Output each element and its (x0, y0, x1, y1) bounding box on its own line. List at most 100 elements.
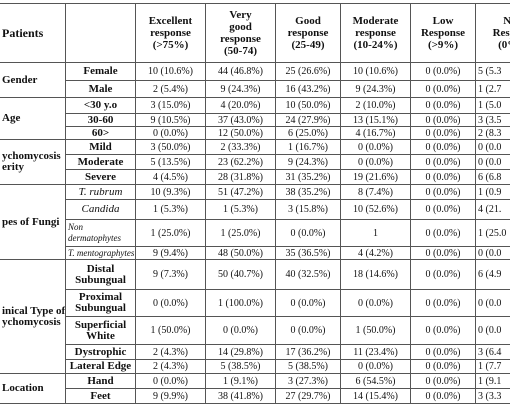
data-cell: 9 (9.4%) (135, 246, 206, 260)
data-cell: 17 (36.2%) (275, 344, 341, 360)
cell-line: Feet (90, 389, 111, 402)
cell-line: Superficial (74, 318, 127, 331)
cell-line: Age (2, 112, 21, 124)
data-cell: 1 (5.3%) (205, 199, 276, 220)
data-cell: 0 (0.0%) (410, 169, 476, 185)
cell-line: inical Type of (2, 304, 66, 317)
cell-line: (10-24%) (353, 39, 398, 51)
data-cell: 37 (43.0%) (205, 113, 276, 127)
table-row: Age <30 y.o 3 (15.0%) 4 (20.0%) 10 (50.0%) 2 … (0, 97, 510, 140)
header-cell: Moderate response (10-24%) (340, 3, 411, 63)
row-label: Distal Subungual (65, 259, 136, 290)
cell-line: Severe (85, 170, 116, 183)
table-row: Male 2 (5.4%) 9 (24.3%) 16 (43.2%) 9 (24.3%)… (0, 80, 510, 98)
row-label: T. mentographytes (65, 246, 136, 260)
cell-line: Good (295, 15, 321, 27)
data-cell: 1 (50.0%) (340, 316, 411, 345)
data-cell: 9 (7.3%) (135, 259, 206, 290)
cell-line: T. mentographytes (68, 247, 135, 258)
row-label: Moderate (65, 154, 136, 170)
row-label: Female (65, 62, 136, 81)
row-label: Proximal Subungual (65, 289, 136, 317)
data-cell: 0 (0.0 (475, 246, 510, 260)
cell-line: response (287, 27, 329, 39)
cell-line: T. rubrum (78, 185, 123, 198)
cell-line: dermatophytes (68, 233, 121, 243)
data-cell: 10 (10.6%) (135, 62, 206, 81)
row-label: Candida (65, 199, 136, 220)
data-cell: 0 (0.0%) (410, 359, 476, 374)
cell-line: Male (88, 82, 113, 95)
cell-line: Non (68, 222, 84, 232)
data-cell: 1 (7.7 (475, 359, 510, 374)
data-cell: 19 (21.6%) (340, 169, 411, 185)
table-row: Dystrophic 2 (4.3%) 14 (29.8%) 17 (36.2%) 11… (0, 344, 510, 360)
cell-line: Proximal (78, 291, 123, 303)
cell-line: Subungual (75, 302, 126, 314)
data-cell: 4 (4.2%) (340, 246, 411, 260)
data-cell: 16 (43.2%) (275, 80, 341, 98)
data-cell: 11 (23.4%) (340, 344, 411, 360)
data-cell: 4 (21. (475, 199, 510, 220)
group-label: inical Type of ychomycosis (0, 259, 66, 374)
data-cell: 2 (4.3%) (135, 344, 206, 360)
table-row: Superficial White 1 (50.0%) 0 (0.0%) 0 (0.0%… (0, 316, 510, 345)
cell-line: Subungual (75, 273, 126, 286)
data-cell: 0 (0.0%) (410, 62, 476, 81)
row-label: T. rubrum (65, 184, 136, 200)
table-row: Severe 4 (4.5%) 28 (31.8%) 31 (35.2%) 19 (21… (0, 169, 510, 185)
data-cell: 0 (0.0%) (340, 289, 411, 317)
data-cell: 0 (0.0%) (410, 139, 476, 155)
data-cell: 5 (13.5%) (135, 154, 206, 170)
cell-line: response (355, 27, 396, 39)
cell-line: Dystrophic (74, 345, 127, 358)
results-table: Patients Excellent response (>75%) Very good… (0, 3, 510, 404)
cell-line: No (478, 15, 510, 27)
table-body: Gender Female 10 (10.6%) 44 (46.8%) 25 (26.6… (0, 62, 510, 404)
cell-line: (>75%) (152, 39, 189, 51)
header-cell: Excellent response (>75%) (135, 3, 206, 63)
data-cell: 4 (4.5%) (135, 169, 206, 185)
table-row: Location Hand 0 (0.0%) 1 (9.1%) 3 (27.3%) 6 (… (0, 373, 510, 404)
cell-line: 60> (91, 126, 110, 139)
data-cell: 3 (3.5 (475, 113, 510, 127)
data-cell: 0 (0.0%) (205, 316, 276, 345)
cell-line: White (86, 329, 115, 342)
table-row: Non dermatophytes 1 (25.0%) 1 (25.0%) 0 (0.0… (0, 219, 510, 247)
header-cell (65, 3, 136, 63)
data-cell: 0 (0.0%) (275, 316, 341, 345)
table-row: pes of Fungi T. rubrum 10 (9.3%) 51 (47.2%)… (0, 184, 510, 260)
data-cell: 23 (62.2%) (205, 154, 276, 170)
data-cell: 13 (15.1%) (340, 113, 411, 127)
data-cell: 12 (50.0%) (205, 126, 276, 140)
header-row: Patients Excellent response (>75%) Very good… (0, 3, 510, 63)
data-cell: 0 (0.0%) (410, 97, 476, 114)
cell-line: Very (229, 9, 252, 21)
cell-line: Hand (87, 374, 114, 387)
data-cell: 2 (5.4%) (135, 80, 206, 98)
data-cell: 40 (32.5%) (275, 259, 341, 290)
data-cell: 0 (0.0%) (275, 289, 341, 317)
cell-line: Lateral Edge (69, 360, 132, 372)
table-row: Proximal Subungual 0 (0.0%) 1 (100.0%) 0 (0.… (0, 289, 510, 317)
cell-line: Moderate (352, 15, 399, 27)
data-cell: 1 (9.1 (475, 373, 510, 389)
data-cell: 1 (5.0 (475, 97, 510, 114)
cell-line: ychomycosis (2, 315, 61, 328)
data-cell: 1 (340, 219, 411, 247)
data-cell: 1 (25.0%) (205, 219, 276, 247)
data-cell: 1 (9.1%) (205, 373, 276, 389)
data-cell: 5 (38.5%) (205, 359, 276, 374)
data-cell: 1 (50.0%) (135, 316, 206, 345)
header-cell: Patients (0, 3, 66, 63)
table-row: inical Type of ychomycosis Distal Subungual… (0, 259, 510, 374)
header-cell: Good response (25-49) (275, 3, 341, 63)
row-label: Non dermatophytes (65, 219, 136, 247)
data-cell: 0 (0.0%) (135, 126, 206, 140)
table-row: Lateral Edge 2 (4.3%) 5 (38.5%) 5 (38.5%) 0 … (0, 359, 510, 374)
data-cell: 27 (29.7%) (275, 388, 341, 404)
table-row: T. mentographytes 9 (9.4%) 48 (50.0%) 35 (3… (0, 246, 510, 260)
data-cell: 1 (16.7%) (275, 139, 341, 155)
cell-line: pes of Fungi (2, 215, 60, 228)
data-cell: 48 (50.0%) (205, 246, 276, 260)
